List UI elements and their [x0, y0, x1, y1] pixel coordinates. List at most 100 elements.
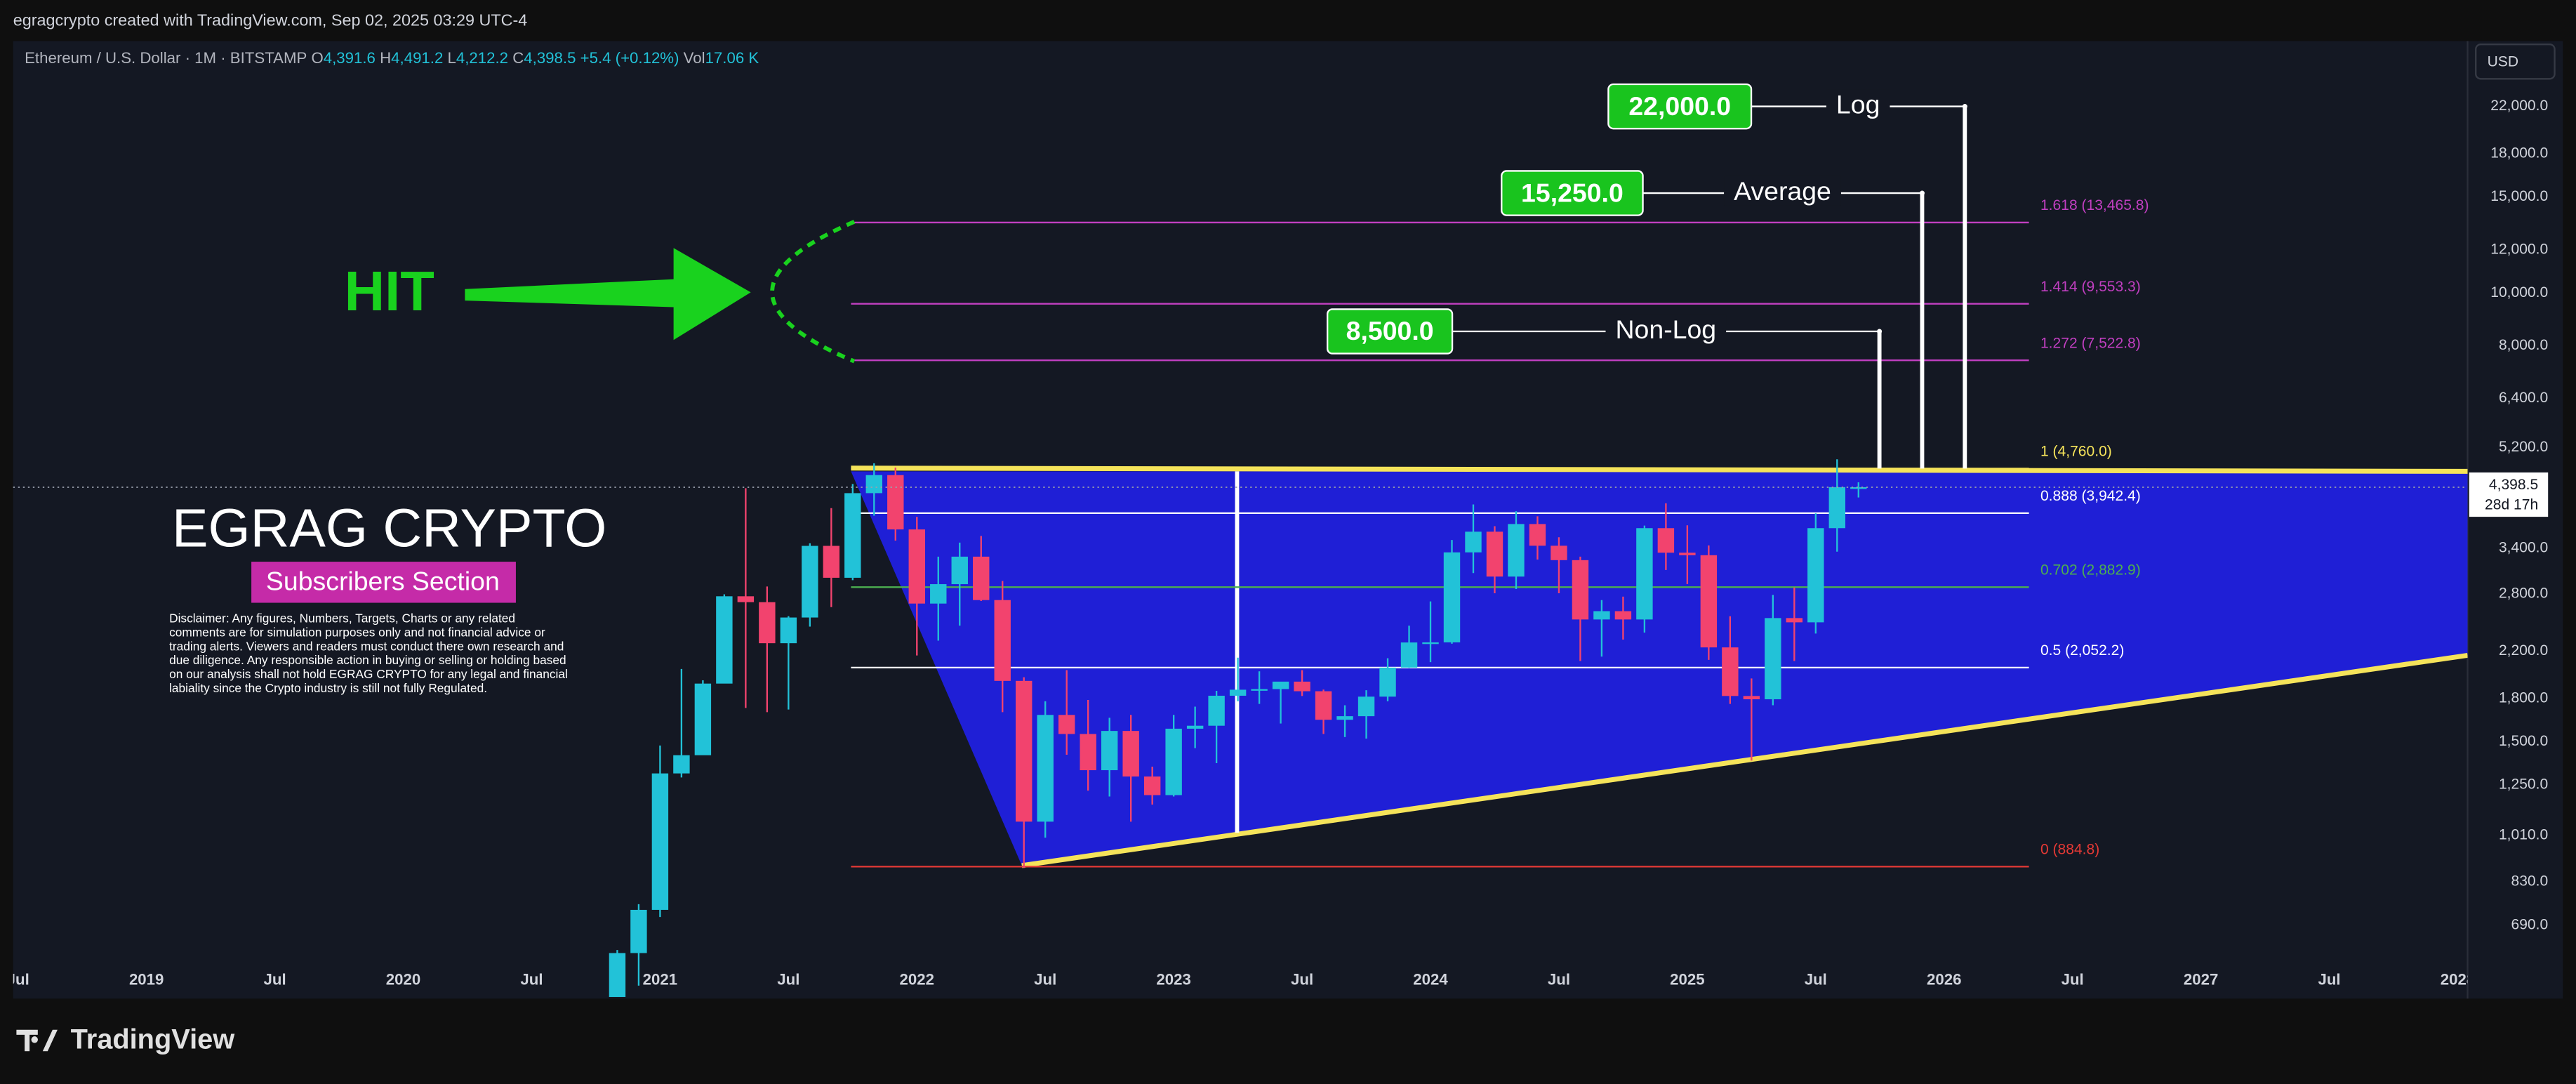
candle-body [1679, 553, 1696, 555]
candle-body [716, 596, 733, 684]
candle-body [1422, 642, 1439, 645]
y-tick-label: 22,000.0 [2490, 98, 2548, 114]
x-tick-label: Jul [264, 970, 286, 988]
candle-body [1037, 715, 1054, 822]
candle-body [1357, 696, 1375, 717]
x-tick-label: 2020 [386, 970, 420, 988]
pattern-fill [851, 471, 2468, 866]
logo: TradingView [16, 1024, 235, 1055]
ohlc-key: C [512, 49, 524, 67]
currency[interactable]: USD [2488, 53, 2518, 70]
hit-arrow [465, 248, 751, 341]
currency-button[interactable] [2475, 43, 2556, 80]
x-tick-label: 2025 [1670, 970, 1704, 988]
target-label: 8,500.0 [1346, 316, 1434, 345]
candle-body [1208, 695, 1225, 726]
candle-body [1786, 618, 1803, 623]
y-tick-label: 830.0 [2511, 873, 2549, 889]
candle-body [1143, 776, 1161, 795]
fib-label: 0.5 (2,052.2) [2040, 642, 2124, 659]
x-tick-label: Jul [777, 970, 799, 988]
candle-body [1315, 691, 1332, 720]
x-tick-label: 2023 [1156, 970, 1190, 988]
disclaimer-line: labiality since the Crypto industry is s… [169, 681, 487, 695]
fib-label: 0.888 (3,942.4) [2040, 488, 2141, 504]
candle-body [1807, 528, 1824, 623]
candle-body [1593, 611, 1610, 620]
x-tick-label: 2027 [2184, 970, 2218, 988]
candle-body [1016, 680, 1033, 822]
x-tick-label: Jul [2062, 970, 2084, 988]
target-point [1919, 190, 1925, 196]
candle-body [1743, 696, 1760, 700]
candle-body [823, 546, 840, 578]
candle-body [1722, 647, 1739, 696]
candle-body [1122, 731, 1139, 777]
fib-label: 1.618 (13,465.8) [2040, 197, 2149, 213]
y-tick-label: 10,000.0 [2490, 284, 2548, 300]
hit-arc [770, 220, 856, 364]
disclaimer: Disclaimer: Any figures, Numbers, Target… [169, 612, 568, 695]
y-tick-label: 12,000.0 [2490, 241, 2548, 257]
target-name: Average [1734, 176, 1831, 206]
candle-body [1272, 681, 1289, 689]
candle-body [865, 475, 883, 494]
target-point [1877, 329, 1883, 334]
candle-body [609, 953, 626, 998]
disclaimer-line: due diligence. Any responsible action in… [169, 653, 566, 667]
section-box [251, 562, 516, 603]
candle-body [651, 773, 669, 910]
candle-body [1186, 725, 1204, 729]
candle-body [1700, 555, 1718, 648]
x-tick-label: Jul [520, 970, 543, 988]
disclaimer-line: comments are for simulation purposes onl… [169, 625, 545, 639]
candle-body [1828, 487, 1846, 529]
y-tick-label: 2,200.0 [2499, 642, 2548, 659]
x-tick-label: Jul [1291, 970, 1313, 988]
x-tick-label: 2022 [900, 970, 934, 988]
fib-label: 0 (884.8) [2040, 842, 2099, 858]
candle-body [930, 584, 947, 604]
ohlc-value: 4,391.6 [324, 49, 376, 67]
candle-body [844, 493, 861, 578]
target-label: 15,250.0 [1521, 178, 1624, 207]
change: +5.4 (+0.12%) [580, 49, 679, 67]
target-name-bg [1724, 176, 1841, 206]
candle-body [737, 596, 755, 602]
candle-body [673, 755, 690, 774]
section: Subscribers Section [266, 566, 500, 595]
x-axis: Jul 2019 Jul 2020 Jul 2021 Jul 2022 Jul 2023 Jul 20… [7, 970, 2468, 988]
candle-body [1251, 689, 1268, 691]
ohlc-value: 4,212.2 [456, 49, 508, 67]
attribution: egragcrypto created with TradingView.com… [13, 11, 528, 29]
candle-body [1765, 618, 1781, 700]
disclaimer-line: on our analysis shall not hold EGRAG CRY… [169, 667, 568, 681]
candle-body [908, 529, 925, 604]
y-tick-label: 1,800.0 [2499, 690, 2548, 706]
symbol-header: Ethereum / U.S. Dollar · 1M · BITSTAMP O… [25, 49, 759, 67]
target-box [1607, 83, 1753, 130]
price-countdown: 28d 17h [2485, 496, 2538, 513]
ohlc-key: H [380, 49, 391, 67]
candle-body [694, 683, 712, 755]
x-tick-label: Jul [7, 970, 29, 988]
candle-body [759, 602, 776, 644]
fib-label: 1.272 (7,522.8) [2040, 335, 2141, 351]
ohlc-value: 4,398.5 [524, 49, 576, 67]
x-tick-label: Jul [1034, 970, 1056, 988]
candle-body [1101, 731, 1118, 771]
y-tick-label: 18,000.0 [2490, 145, 2548, 161]
y-tick-label: 1,250.0 [2499, 776, 2548, 792]
candle-body [994, 600, 1011, 681]
x-tick-label: 2019 [129, 970, 164, 988]
candle-body [1529, 524, 1546, 546]
price-tag: 4,398.5 [2489, 477, 2538, 493]
disclaimer-line: trading alerts. Viewers and readers must… [169, 639, 564, 653]
brand: EGRAG CRYPTO [172, 498, 606, 558]
candle-body [887, 475, 904, 530]
x-tick-label: Jul [1548, 970, 1570, 988]
candle-body [1400, 642, 1418, 668]
y-tick-label: 3,400.0 [2499, 539, 2548, 555]
candle-body [780, 617, 797, 644]
